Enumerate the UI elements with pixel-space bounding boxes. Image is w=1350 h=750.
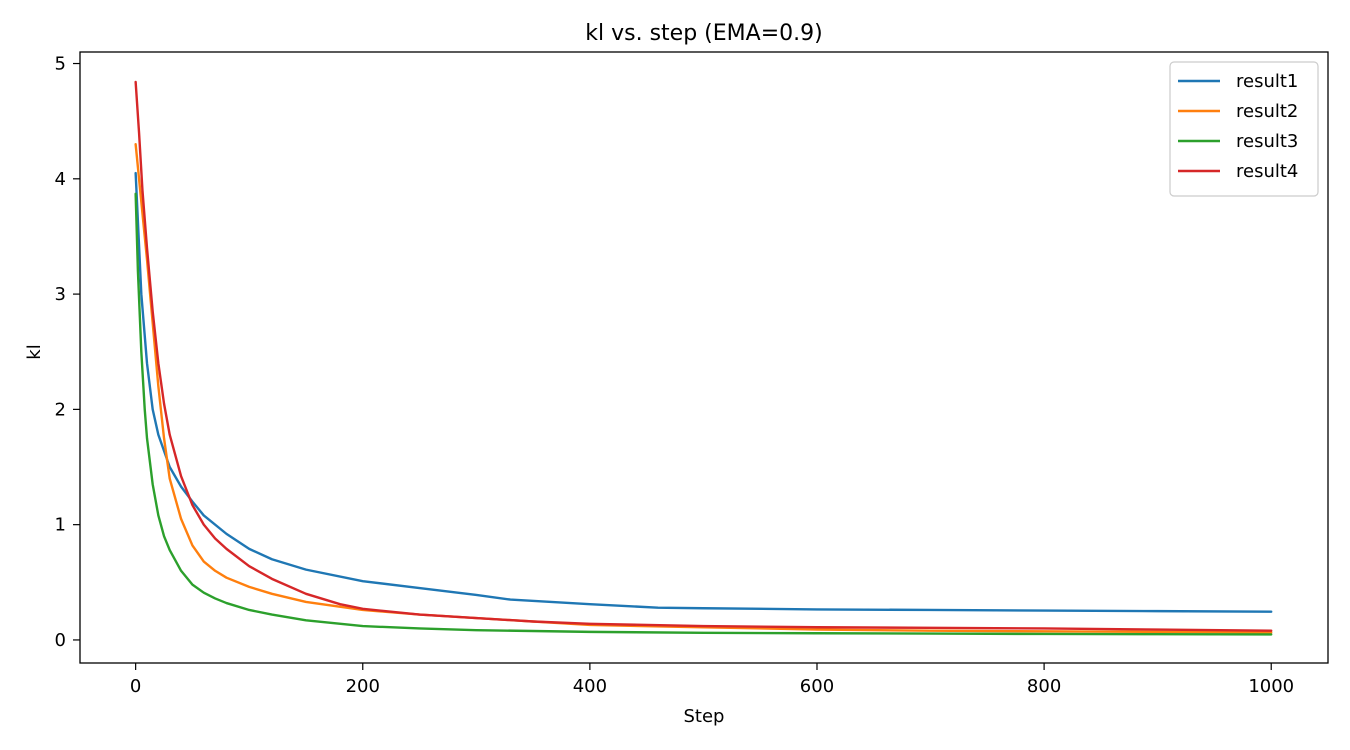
- plot-frame: [79, 51, 1329, 664]
- chart-title: kl vs. step (EMA=0.9): [585, 21, 822, 46]
- y-tick-label: 3: [55, 284, 66, 305]
- y-axis-label: kl: [24, 344, 45, 359]
- y-tick-label: 1: [55, 515, 66, 536]
- plot-lines: [134, 80, 1273, 636]
- legend-label-result1: result1: [1236, 71, 1298, 92]
- legend: result1 result2 result3 result4: [1169, 61, 1319, 197]
- series-line-result2: [134, 143, 1273, 634]
- series-line-result1: [134, 171, 1273, 613]
- y-tick-label: 2: [55, 399, 66, 420]
- legend-box: [1169, 61, 1319, 197]
- x-axis-label: Step: [684, 706, 725, 727]
- series-line-result3: [134, 192, 1273, 636]
- x-tick-label: 800: [1027, 676, 1061, 697]
- x-tick-label: 0: [130, 676, 141, 697]
- x-axis-ticks: 0 200 400 600 800 1000: [130, 663, 1294, 697]
- legend-label-result3: result3: [1236, 131, 1298, 152]
- series-line-result4: [134, 80, 1273, 632]
- x-tick-label: 1000: [1248, 676, 1294, 697]
- legend-label-result4: result4: [1236, 161, 1298, 182]
- y-tick-label: 4: [55, 169, 66, 190]
- y-axis-ticks: 0 1 2 3 4 5: [55, 54, 80, 651]
- x-tick-label: 400: [573, 676, 607, 697]
- y-tick-label: 0: [55, 630, 66, 651]
- x-tick-label: 200: [346, 676, 380, 697]
- x-tick-label: 600: [800, 676, 834, 697]
- y-tick-label: 5: [55, 54, 66, 75]
- legend-label-result2: result2: [1236, 101, 1298, 122]
